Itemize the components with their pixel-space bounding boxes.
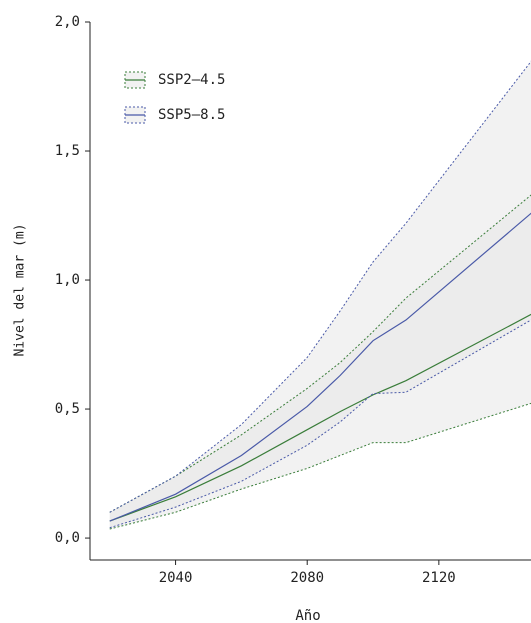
bound-line	[109, 319, 531, 529]
y-tick-label: 0,5	[55, 401, 80, 417]
legend-label: SSP5–8.5	[158, 107, 225, 123]
bound-line	[109, 60, 531, 513]
x-axis-label: Año	[295, 608, 320, 623]
y-tick-label: 1,0	[55, 272, 80, 288]
series-line	[109, 313, 531, 522]
x-tick-label: 2080	[290, 570, 324, 586]
uncertainty-band	[109, 61, 531, 528]
y-axis-label: Nivel del mar (m)	[13, 223, 28, 356]
y-tick-label: 1,5	[55, 143, 80, 159]
lines	[109, 60, 531, 530]
y-tick-label: 2,0	[55, 14, 80, 30]
bound-line	[109, 194, 531, 513]
bands	[109, 61, 531, 530]
x-tick-label: 2120	[422, 570, 456, 586]
bound-line	[109, 402, 531, 530]
x-tick-label: 2040	[159, 570, 193, 586]
legend-label: SSP2–4.5	[158, 72, 225, 88]
series-line	[109, 212, 531, 522]
y-tick-label: 0,0	[55, 530, 80, 546]
